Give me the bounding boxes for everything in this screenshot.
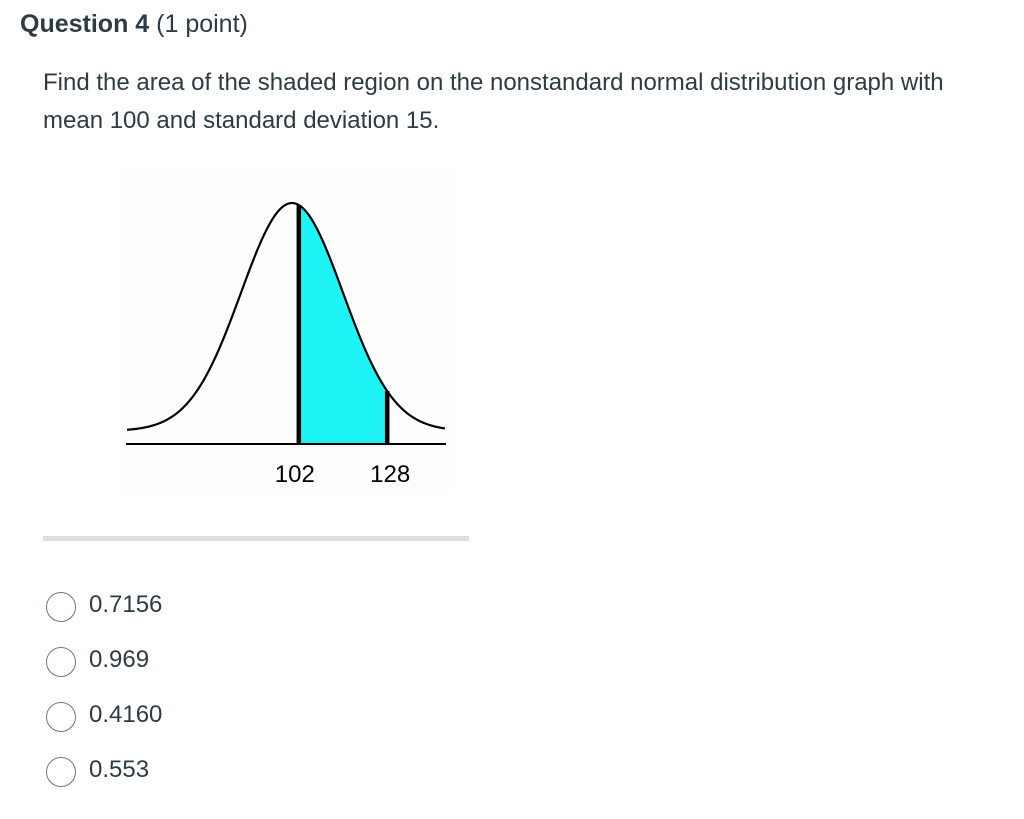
x-label-102: 102 [275, 461, 315, 488]
answer-option[interactable]: 0.969 [46, 642, 162, 697]
answer-options: 0.7156 0.969 0.4160 0.553 [46, 587, 162, 807]
radio-button[interactable] [46, 702, 76, 732]
question-header: Question 4 (1 point) [20, 10, 248, 39]
question-title: Question 4 [20, 10, 150, 38]
answer-option[interactable]: 0.7156 [46, 587, 162, 642]
answer-label: 0.553 [89, 756, 150, 783]
answer-option[interactable]: 0.4160 [46, 697, 162, 752]
radio-button[interactable] [46, 592, 76, 622]
question-points: (1 point) [156, 10, 248, 38]
answer-label: 0.969 [89, 646, 150, 673]
radio-button[interactable] [46, 647, 76, 677]
answer-option[interactable]: 0.553 [46, 752, 162, 807]
normal-curve-graph: 102 128 [126, 201, 446, 488]
x-label-128: 128 [370, 461, 410, 488]
shaded-region [298, 205, 388, 444]
normal-curve [126, 201, 446, 431]
radio-button[interactable] [46, 757, 76, 787]
divider [43, 536, 469, 541]
answer-label: 0.4160 [89, 701, 163, 728]
normal-distribution-figure: 102 128 [122, 168, 450, 494]
question-text: Find the area of the shaded region on th… [43, 69, 944, 134]
answer-label: 0.7156 [89, 591, 163, 618]
